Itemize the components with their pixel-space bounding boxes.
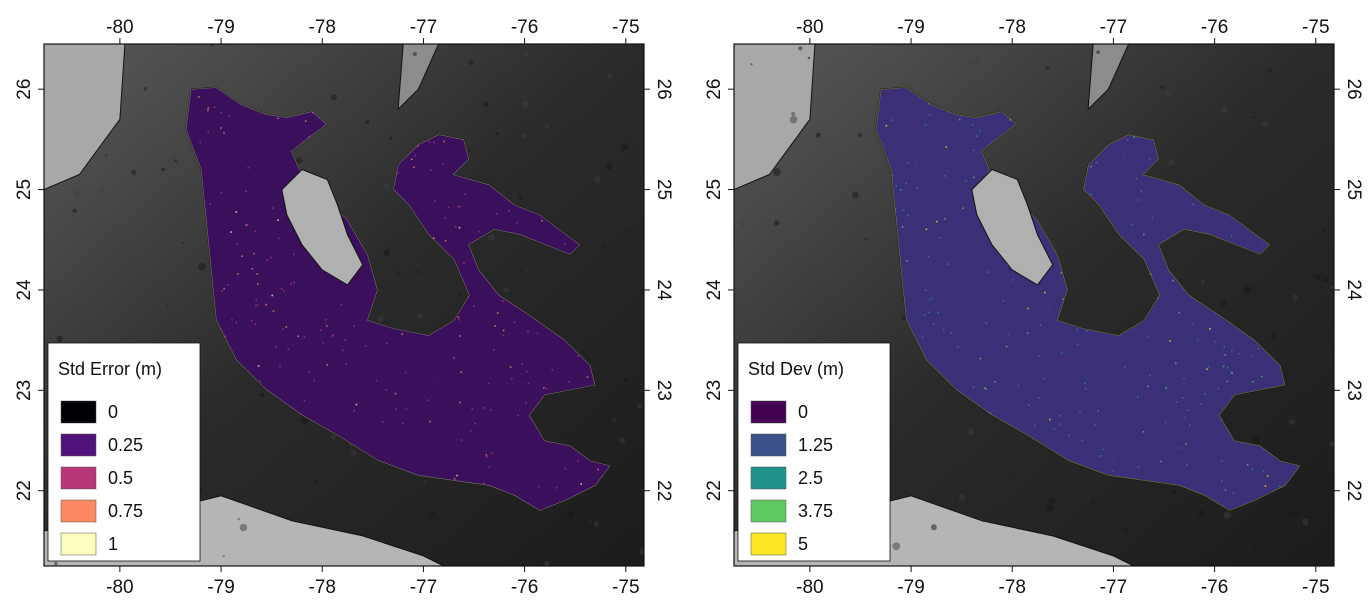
legend-swatch	[750, 532, 787, 556]
legend-swatch	[60, 400, 97, 424]
legend-swatch	[60, 499, 97, 523]
y-tick-label-left: 24	[14, 279, 35, 301]
y-tick-label-right: 26	[1343, 79, 1364, 100]
andros-island	[971, 168, 1054, 286]
x-tick-label-top: -77	[410, 17, 437, 38]
legend: Std Dev (m) 0 1.25 2.5 3.75 5	[737, 342, 891, 562]
legend-label: 2.5	[798, 468, 823, 488]
x-tick-label-top: -77	[1100, 17, 1127, 38]
x-tick-label-bottom: -75	[1302, 577, 1329, 598]
x-tick-label-top: -76	[511, 17, 538, 38]
andros-island	[281, 168, 364, 286]
legend-title: Std Dev (m)	[748, 359, 844, 379]
legend-label: 0.75	[108, 501, 143, 521]
legend-swatch	[750, 466, 787, 490]
florida-land	[734, 44, 816, 191]
x-tick-label-top: -78	[309, 17, 336, 38]
x-tick-label-top: -76	[1201, 17, 1228, 38]
y-tick-label-left: 22	[704, 480, 725, 501]
x-tick-label-bottom: -80	[106, 577, 133, 598]
legend-swatch	[750, 400, 787, 424]
y-tick-label-left: 26	[704, 79, 725, 100]
y-tick-label-left: 26	[14, 79, 35, 100]
map-frame	[733, 43, 1335, 567]
x-tick-label-top: -79	[207, 17, 234, 38]
y-tick-label-right: 23	[1343, 380, 1364, 401]
x-tick-label-bottom: -75	[612, 577, 639, 598]
x-tick-label-bottom: -77	[410, 577, 437, 598]
x-tick-label-bottom: -80	[796, 577, 823, 598]
legend-label: 1	[108, 534, 118, 554]
legend-swatch	[60, 466, 97, 490]
map-std-error: -80 -80 -79 -79 -78 -78 -77 -77 -76 -76 -75 -75 22 22…	[14, 17, 674, 598]
x-tick-label-bottom: -79	[207, 577, 234, 598]
y-tick-label-right: 25	[653, 179, 674, 200]
x-tick-label-bottom: -78	[999, 577, 1026, 598]
legend-swatch	[750, 433, 787, 457]
x-tick-label-top: -79	[897, 17, 924, 38]
y-tick-label-right: 22	[1343, 480, 1364, 501]
x-tick-label-bottom: -76	[511, 577, 538, 598]
x-tick-label-bottom: -79	[897, 577, 924, 598]
y-tick-label-right: 26	[653, 79, 674, 100]
x-tick-label-top: -75	[612, 17, 639, 38]
map-frame	[43, 43, 645, 567]
legend-swatch	[60, 433, 97, 457]
y-tick-label-left: 23	[14, 380, 35, 401]
y-tick-label-right: 25	[1343, 179, 1364, 200]
legend-label: 1.25	[798, 435, 833, 455]
abaco-land	[397, 44, 440, 111]
legend-title: Std Error (m)	[58, 359, 162, 379]
map-panel-std-error: -80 -80 -79 -79 -78 -78 -77 -77 -76 -76 -75 -75 22 22…	[14, 17, 674, 598]
x-tick-label-bottom: -78	[309, 577, 336, 598]
abaco-land	[1087, 44, 1130, 111]
x-tick-label-top: -78	[999, 17, 1026, 38]
x-tick-label-top: -80	[106, 17, 133, 38]
x-tick-label-top: -80	[796, 17, 823, 38]
x-tick-label-bottom: -76	[1201, 577, 1228, 598]
legend: Std Error (m) 0 0.25 0.5 0.75 1	[47, 342, 201, 562]
x-tick-label-top: -75	[1302, 17, 1329, 38]
florida-land	[44, 44, 126, 191]
legend-label: 0.25	[108, 435, 143, 455]
legend-swatch	[750, 499, 787, 523]
y-tick-label-left: 24	[704, 279, 725, 301]
y-tick-label-right: 23	[653, 380, 674, 401]
map-panel-std-dev: -80 -80 -79 -79 -78 -78 -77 -77 -76 -76 -75 -75 22 22…	[690, 0, 1371, 601]
y-tick-label-left: 22	[14, 480, 35, 501]
legend-label: 0.5	[108, 468, 133, 488]
y-tick-label-right: 22	[653, 480, 674, 501]
legend-label: 3.75	[798, 501, 833, 521]
legend-swatch	[60, 532, 97, 556]
y-tick-label-left: 23	[704, 380, 725, 401]
y-tick-label-right: 24	[1343, 279, 1364, 301]
map-std-dev: -80 -80 -79 -79 -78 -78 -77 -77 -76 -76 -75 -75 22 22…	[704, 17, 1364, 598]
x-tick-label-bottom: -77	[1100, 577, 1127, 598]
y-tick-label-right: 24	[653, 279, 674, 301]
y-tick-label-left: 25	[704, 179, 725, 200]
y-tick-label-left: 25	[14, 179, 35, 200]
legend-label: 5	[798, 534, 808, 554]
legend-label: 0	[108, 402, 118, 422]
legend-label: 0	[798, 402, 808, 422]
